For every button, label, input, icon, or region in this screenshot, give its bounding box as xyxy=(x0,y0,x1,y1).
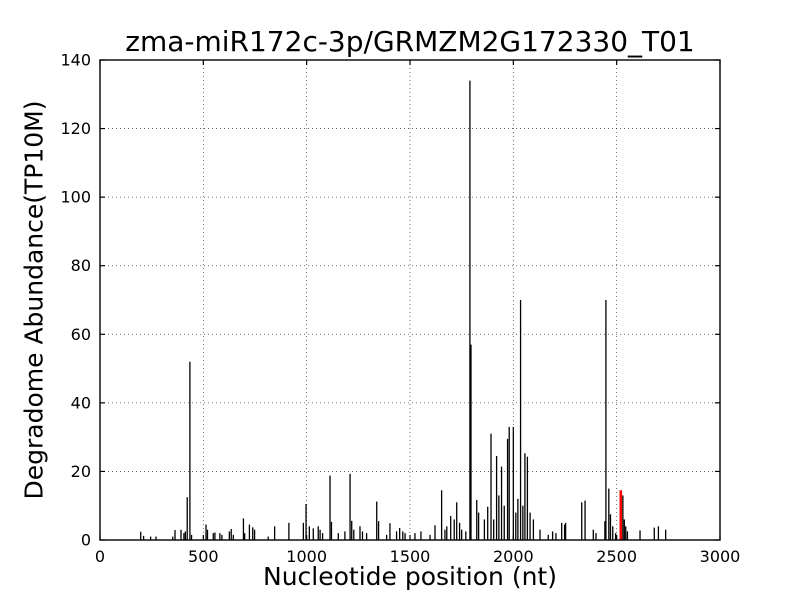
y-tick-label: 20 xyxy=(71,462,91,481)
x-tick-label: 1500 xyxy=(390,547,431,566)
x-tick-label: 500 xyxy=(188,547,219,566)
y-tick-label: 0 xyxy=(81,531,91,550)
chart-title: zma-miR172c-3p/GRMZM2G172330_T01 xyxy=(125,25,695,58)
x-tick-label: 0 xyxy=(95,547,105,566)
x-tick-label: 2500 xyxy=(596,547,637,566)
y-tick-label: 100 xyxy=(60,188,91,207)
x-tick-label: 2000 xyxy=(493,547,534,566)
y-tick-label: 120 xyxy=(60,119,91,138)
y-tick-label: 60 xyxy=(71,325,91,344)
x-tick-label: 3000 xyxy=(700,547,741,566)
y-tick-label: 140 xyxy=(60,51,91,70)
x-axis-label: Nucleotide position (nt) xyxy=(263,562,557,591)
y-tick-label: 40 xyxy=(71,393,91,412)
y-tick-label: 80 xyxy=(71,256,91,275)
y-axis-label: Degradome Abundance(TP10M) xyxy=(19,100,49,500)
x-tick-label: 1000 xyxy=(286,547,327,566)
